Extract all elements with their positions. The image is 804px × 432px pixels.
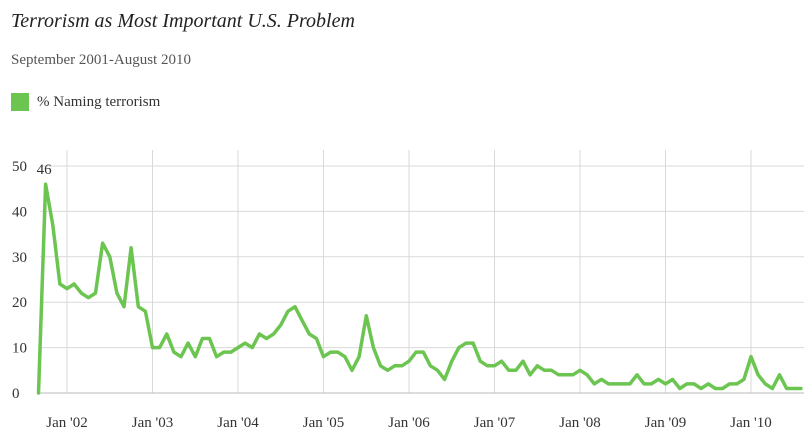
x-tick-label: Jan '04: [217, 415, 259, 431]
x-tick-label: Jan '02: [46, 415, 87, 431]
data-label: 46: [37, 162, 53, 178]
chart-subtitle: September 2001-August 2010: [11, 52, 191, 68]
axis-layer: 0 10 20 30 40 50 Jan '02 Jan '03 Jan '04 Jan '05 J…: [12, 159, 804, 431]
y-tick-label: 50: [12, 159, 27, 175]
y-tick-label: 40: [12, 204, 27, 220]
x-tick-label: Jan '09: [645, 415, 686, 431]
legend-label: % Naming terrorism: [37, 93, 161, 110]
x-tick-label: Jan '05: [303, 415, 344, 431]
y-tick-label: 0: [12, 386, 20, 402]
data-label: 1: [803, 361, 804, 377]
series-line-terrorism: [36, 182, 803, 395]
series-layer: [36, 182, 803, 395]
grid-layer: [40, 150, 804, 393]
legend-swatch: [11, 93, 29, 111]
y-tick-label: 20: [12, 295, 27, 311]
x-tick-label: Jan '03: [132, 415, 173, 431]
x-tick-label: Jan '06: [388, 415, 430, 431]
legend: % Naming terrorism: [11, 93, 160, 111]
y-tick-label: 30: [12, 250, 27, 266]
label-layer: 46 1: [37, 162, 804, 377]
x-tick-label: Jan '10: [730, 415, 771, 431]
x-tick-label: Jan '08: [559, 415, 600, 431]
chart-title: Terrorism as Most Important U.S. Problem: [11, 10, 355, 32]
x-tick-label: Jan '07: [474, 415, 516, 431]
y-tick-label: 10: [12, 341, 27, 357]
